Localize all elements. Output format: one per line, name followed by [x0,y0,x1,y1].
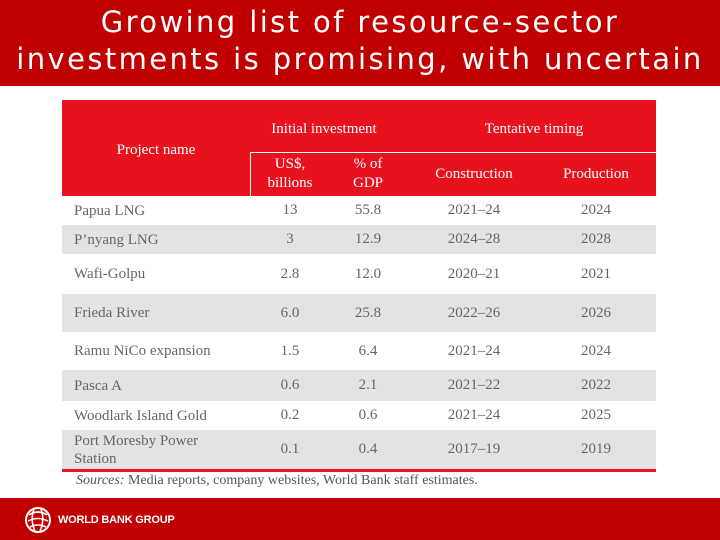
slide-title: Growing list of resource-sector investme… [0,4,720,78]
row-usd: 13 [282,202,298,218]
row-usd: 0.6 [280,377,300,393]
header-project-name: Project name [116,142,196,158]
table-row-woodlark: Woodlark Island Gold 0.2 0.6 2021–24 202… [62,401,656,430]
row-production: 2024 [581,202,611,218]
row-usd: 0.1 [280,441,300,457]
globe-icon [25,507,51,533]
row-gdp: 55.8 [354,202,382,218]
row-project-name: Ramu NiCo expansion [74,343,211,359]
logo-text: WORLD BANK GROUP [58,514,175,526]
header-gdp: % of GDP [334,155,402,193]
table-row-ramu-nico: Ramu NiCo expansion 1.5 6.4 2021–24 2024 [62,332,656,370]
header-divider-horizontal [250,152,656,153]
table-row-papua-lng: Papua LNG 13 55.8 2021–24 2024 [62,196,656,225]
header-divider-vertical [250,152,251,196]
world-bank-logo: WORLD BANK GROUP [24,506,175,534]
header-usd: US$, billions [250,155,330,193]
table-row-pnyang-lng: P’nyang LNG 3 12.9 2024–28 2028 [62,225,656,254]
row-usd: 1.5 [280,342,300,359]
row-gdp: 0.4 [358,441,378,457]
header-construction: Construction [435,166,513,182]
row-project-name: P’nyang LNG [74,231,159,248]
source-label: Sources: [76,473,125,488]
row-construction: 2020–21 [447,265,501,282]
row-project-name: Frieda River [74,305,150,321]
row-production: 2022 [581,377,611,393]
row-gdp: 25.8 [354,304,382,321]
row-project-name: Papua LNG [74,202,146,219]
row-construction: 2021–24 [447,342,501,359]
row-gdp: 12.9 [354,231,382,247]
row-gdp: 12.0 [354,265,382,282]
header-production: Production [563,166,629,182]
header-gdp-line-2: GDP [352,175,383,191]
source-text: Media reports, company websites, World B… [124,473,478,488]
row-construction: 2017–19 [447,441,501,457]
table-row-pasca-a: Pasca A 0.6 2.1 2021–22 2022 [62,370,656,401]
row-project-name: Woodlark Island Gold [74,407,207,424]
row-usd: 6.0 [280,304,300,321]
row-construction: 2021–24 [447,202,501,218]
row-production: 2021 [581,265,611,282]
row-construction: 2024–28 [447,231,501,247]
table-row-wafi-golpu: Wafi-Golpu 2.8 12.0 2020–21 2021 [62,254,656,294]
row-usd: 0.2 [280,407,300,423]
row-usd: 2.8 [280,265,300,282]
row-production: 2025 [581,407,611,423]
investments-table: Project name Initial investment Tentativ… [62,100,656,472]
footer-bar [0,498,720,540]
table-bottom-rule [62,469,656,472]
row-project-name: Port Moresby Power Station [74,432,199,467]
slide-title-line-2: investments is promising, with uncertain [16,42,704,76]
header-usd-line-1: US$, [274,156,306,172]
title-bar [0,0,720,86]
row-project-name: Wafi-Golpu [74,266,146,282]
source-note: Sources: Media reports, company websites… [76,473,478,489]
row-production: 2019 [581,441,611,457]
row-usd: 3 [286,231,294,247]
row-construction: 2021–24 [447,407,501,423]
table-row-port-moresby: Port Moresby Power Station 0.1 0.4 2017–… [62,430,656,469]
header-usd-line-2: billions [267,175,313,191]
table-row-frieda-river: Frieda River 6.0 25.8 2022–26 2026 [62,294,656,332]
row-gdp: 6.4 [358,342,378,359]
table-header: Project name Initial investment Tentativ… [62,100,656,196]
row-production: 2028 [581,231,611,247]
row-gdp: 0.6 [358,407,378,423]
header-tentative-timing: Tentative timing [484,121,584,137]
row-gdp: 2.1 [358,377,378,393]
row-construction: 2022–26 [447,304,501,321]
header-gdp-line-1: % of [353,156,383,172]
row-project-name: Pasca A [74,377,122,394]
row-construction: 2021–22 [447,377,501,393]
row-production: 2026 [581,304,611,321]
header-initial-investment: Initial investment [271,121,377,137]
slide-title-line-1: Growing list of resource-sector [100,5,620,39]
row-production: 2024 [581,342,611,359]
